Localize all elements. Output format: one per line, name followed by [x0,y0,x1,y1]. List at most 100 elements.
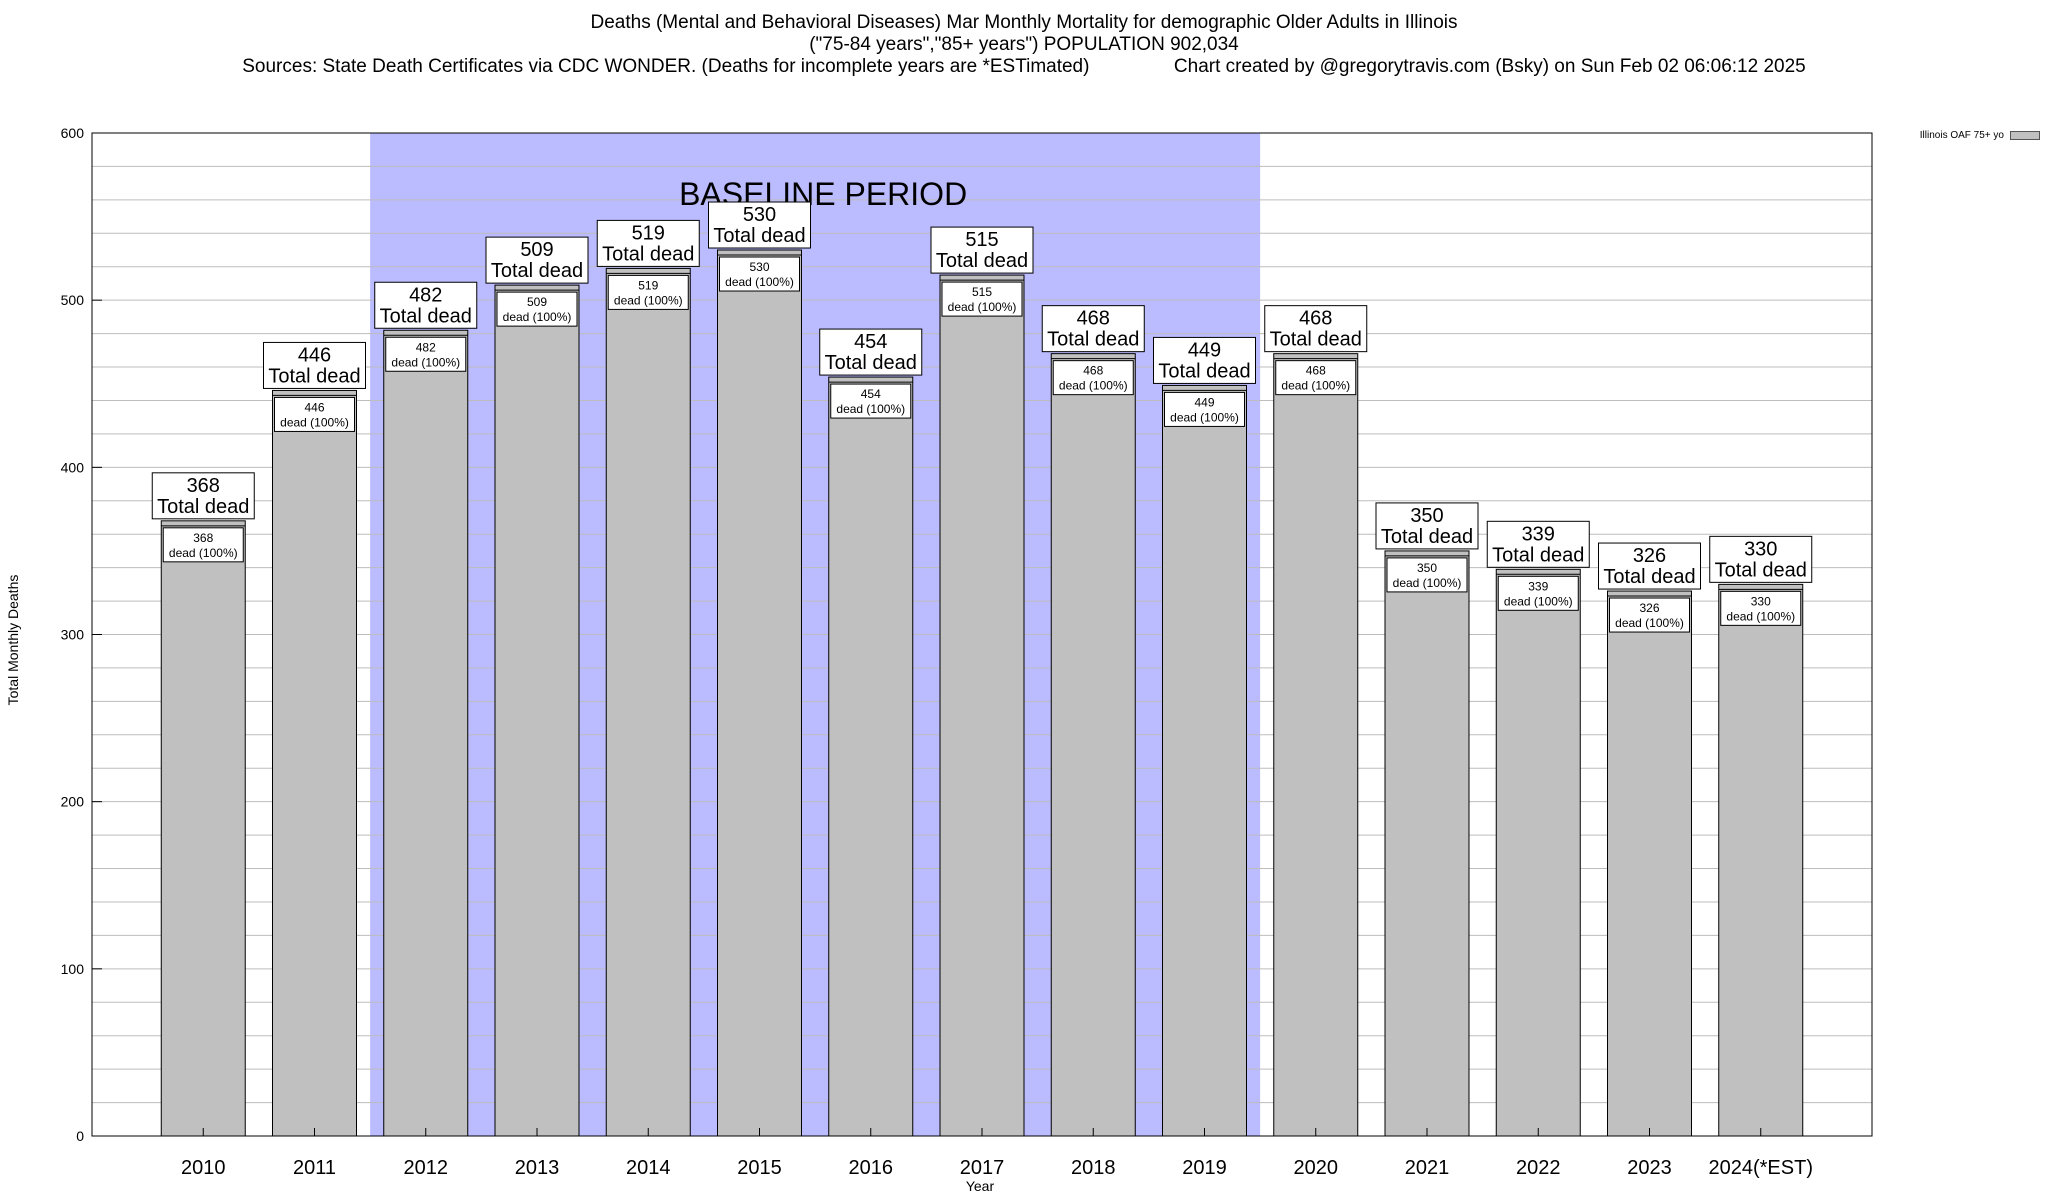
bar [717,249,802,1137]
inner-value-label: 330 [1751,594,1771,608]
total-dead-label: Total dead [1492,544,1584,566]
total-value-label: 482 [409,284,442,306]
bar [1495,568,1581,1137]
inner-value-label: 446 [304,400,324,414]
inner-percent-label: dead (100%) [948,300,1017,314]
total-label-box [374,281,478,329]
x-tick-label: 2012 [404,1157,449,1179]
x-tick-label: 2024(*EST) [1709,1157,1814,1179]
inner-label-box [385,336,467,372]
bar [160,520,246,1137]
chart-source-line: Sources: State Death Certificates via CD… [242,56,1806,77]
chart-subtitle: ("75-84 years","85+ years") POPULATION 9… [809,34,1239,55]
total-label-box [819,328,923,376]
x-axis-label: Year [965,1178,995,1194]
bar [1718,583,1804,1137]
inner-percent-label: dead (100%) [614,293,683,307]
total-dead-label: Total dead [936,250,1028,272]
y-tick-label: 400 [61,459,85,475]
inner-label-box [1275,360,1357,396]
inner-label-box [1609,597,1690,633]
total-label-box [1709,535,1813,583]
x-tick-label: 2023 [1627,1157,1672,1179]
total-dead-label: Total dead [380,305,472,327]
inner-value-label: 350 [1417,561,1437,575]
inner-value-label: 368 [193,531,213,545]
legend: Illinois OAF 75+ yo [1920,130,2040,141]
y-tick-label: 0 [76,1128,84,1144]
bar [605,267,691,1137]
total-value-label: 509 [520,239,553,261]
total-value-label: 350 [1410,505,1443,527]
legend-swatch [2010,131,2040,140]
inner-label-box [1497,575,1579,611]
total-value-label: 449 [1188,339,1221,361]
total-dead-label: Total dead [602,243,694,265]
x-tick-label: 2021 [1405,1157,1450,1179]
total-value-label: 468 [1077,308,1110,330]
bar [1607,590,1692,1137]
total-label-box [596,219,700,267]
x-tick-label: 2011 [293,1157,336,1179]
total-dead-label: Total dead [1381,526,1473,548]
bar [383,329,469,1137]
total-value-label: 446 [298,344,331,366]
x-tick-label: 2020 [1294,1157,1339,1179]
total-dead-label: Total dead [1603,566,1695,588]
x-tick-label: 2018 [1071,1157,1116,1179]
total-dead-label: Total dead [1158,360,1250,382]
inner-percent-label: dead (100%) [1059,379,1128,393]
total-value-label: 468 [1299,308,1332,330]
inner-percent-label: dead (100%) [725,275,794,289]
total-dead-label: Total dead [268,365,360,387]
inner-label-box [719,256,800,292]
total-label-box [1153,336,1256,384]
inner-percent-label: dead (100%) [169,546,238,560]
total-label-box [1486,520,1590,568]
bar [272,389,357,1137]
total-label-box [930,226,1034,274]
inner-label-box [830,383,912,419]
total-dead-label: Total dead [1270,329,1362,351]
bar [1162,384,1247,1137]
inner-label-box [274,396,355,432]
total-value-label: 326 [1633,545,1666,567]
x-tick-label: 2010 [181,1157,226,1179]
inner-value-label: 326 [1639,601,1659,615]
total-dead-label: Total dead [713,225,805,247]
bar [1384,550,1470,1137]
total-label-box [151,472,255,520]
total-value-label: 339 [1522,523,1555,545]
inner-percent-label: dead (100%) [280,415,349,429]
total-label-box [1041,305,1145,353]
inner-value-label: 449 [1194,395,1214,409]
total-label-box [1375,502,1479,550]
total-label-box [1598,542,1701,590]
total-value-label: 368 [187,475,220,497]
bar [1050,353,1136,1137]
inner-label-box [1386,557,1468,593]
inner-percent-label: dead (100%) [1393,576,1462,590]
total-dead-label: Total dead [491,260,583,282]
inner-value-label: 339 [1528,579,1548,593]
inner-percent-label: dead (100%) [1615,616,1684,630]
total-value-label: 530 [743,204,776,226]
y-tick-label: 600 [61,125,85,141]
inner-value-label: 482 [416,340,436,354]
inner-label-box [941,281,1023,317]
x-tick-label: 2016 [849,1157,894,1179]
inner-value-label: 468 [1306,364,1326,378]
total-dead-label: Total dead [1715,559,1807,581]
y-tick-label: 200 [61,794,85,810]
x-tick-label: 2022 [1516,1157,1561,1179]
total-dead-label: Total dead [1047,329,1139,351]
total-value-label: 330 [1744,538,1777,560]
inner-value-label: 530 [749,260,769,274]
y-tick-label: 500 [61,292,85,308]
inner-value-label: 454 [861,387,881,401]
total-dead-label: Total dead [157,496,249,518]
bar [1273,353,1359,1137]
x-tick-label: 2015 [737,1157,782,1179]
inner-label-box [1720,590,1802,626]
